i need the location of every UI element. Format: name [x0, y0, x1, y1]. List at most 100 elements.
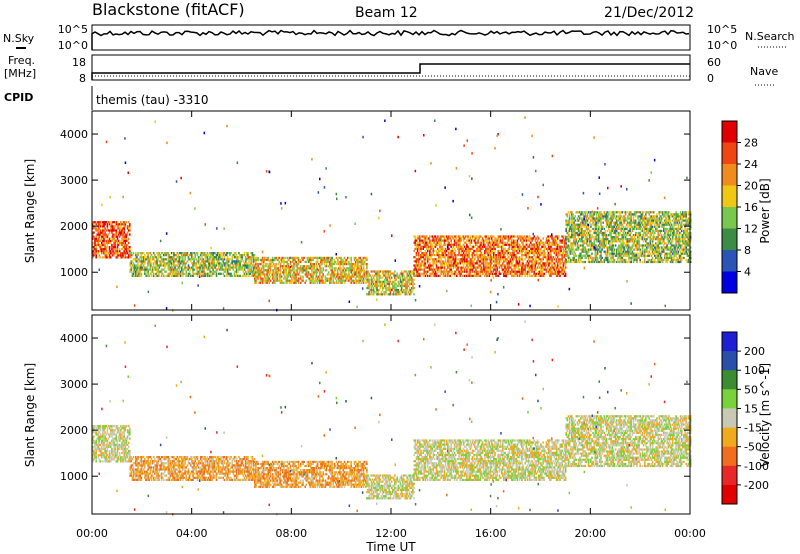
power-cell — [354, 256, 357, 259]
power-cell — [249, 268, 251, 271]
power-cell — [439, 274, 441, 277]
power-cell — [124, 225, 127, 228]
power-cell — [531, 260, 533, 263]
power-cell — [528, 249, 531, 253]
power-cell — [372, 291, 375, 294]
power-cell — [482, 241, 485, 244]
power-cell — [439, 249, 441, 253]
power-cell — [361, 269, 364, 272]
power-cell — [365, 281, 367, 284]
power-cell — [157, 254, 159, 257]
power-cell — [164, 262, 166, 265]
power-cell — [470, 266, 473, 269]
power-cell — [479, 268, 482, 271]
power-cell — [494, 254, 496, 257]
power-cell — [226, 260, 229, 263]
power-cell — [575, 211, 578, 214]
power-cell — [324, 281, 327, 284]
power-cell — [580, 213, 582, 216]
power-cell — [544, 256, 547, 259]
power-cell — [313, 267, 315, 270]
power-cell — [258, 267, 260, 270]
power-cell — [348, 256, 350, 259]
power-cell — [489, 266, 492, 269]
power-cell — [495, 254, 497, 257]
power-cell — [250, 274, 253, 277]
freq-unit-label: [MHz] — [4, 67, 36, 80]
power-cell — [115, 250, 118, 253]
power-cell — [606, 211, 609, 214]
power-cell — [546, 247, 549, 250]
power-cell — [365, 263, 367, 266]
power-cell — [476, 274, 478, 277]
power-cell — [561, 260, 563, 263]
power-cell — [498, 266, 501, 269]
power-cell — [230, 262, 232, 265]
power-cell — [136, 254, 138, 257]
power-cell — [268, 263, 271, 266]
power-cell — [453, 252, 456, 255]
power-cell — [234, 256, 237, 259]
power-cell — [106, 227, 109, 230]
power-cell — [159, 264, 162, 267]
power-cell — [229, 266, 231, 269]
power-cell — [468, 249, 470, 253]
power-cell — [568, 234, 571, 237]
power-cell — [368, 272, 370, 275]
power-cell — [415, 270, 418, 273]
power-cell — [207, 262, 210, 265]
power-cell — [382, 270, 385, 273]
power-cell — [454, 272, 457, 275]
power-cell — [330, 281, 332, 284]
power-cell — [437, 274, 439, 277]
power-cell — [584, 236, 587, 239]
power-cell — [534, 268, 537, 271]
power-cell — [476, 260, 478, 263]
power-cell — [256, 275, 258, 278]
power-cell — [371, 274, 374, 277]
power-cell — [581, 250, 583, 253]
power-cell — [352, 271, 355, 274]
power-cell — [323, 260, 326, 264]
power-cell — [103, 250, 105, 253]
power-cell — [437, 241, 439, 244]
power-cell — [432, 237, 435, 240]
power-cell — [120, 231, 122, 234]
power-cell — [267, 277, 269, 280]
power-cell — [255, 281, 257, 284]
power-cell — [566, 236, 569, 239]
power-cell — [463, 249, 466, 253]
power-cell — [378, 289, 380, 292]
power-cell — [99, 239, 102, 242]
power-cell — [192, 256, 194, 259]
power-cell — [325, 258, 328, 262]
power-cell — [462, 260, 465, 263]
noise-tick-bottom-right: 10^0 — [707, 39, 737, 52]
power-cell — [404, 278, 406, 281]
power-cell — [498, 270, 501, 273]
power-cell — [581, 234, 583, 237]
power-cell — [111, 225, 113, 228]
power-cell — [441, 254, 444, 257]
power-cell — [559, 260, 561, 263]
power-cell — [568, 238, 571, 241]
power-cell — [186, 252, 189, 255]
power-cell — [443, 249, 446, 253]
power-cell — [478, 254, 481, 257]
power-cell — [248, 260, 250, 263]
power-cell — [389, 274, 392, 277]
power-cell — [111, 248, 113, 251]
power-cell — [116, 221, 119, 224]
power-cell — [118, 248, 121, 251]
power-cell — [606, 238, 609, 241]
power-cell — [571, 215, 573, 218]
power-cell — [356, 275, 358, 278]
power-cell — [117, 243, 120, 247]
power-cell — [471, 270, 474, 273]
power-cell — [214, 252, 217, 255]
power-cell — [559, 262, 561, 265]
power-cell — [452, 243, 455, 246]
power-cell — [528, 272, 531, 275]
power-cell — [442, 274, 445, 277]
power-cell — [568, 248, 571, 251]
